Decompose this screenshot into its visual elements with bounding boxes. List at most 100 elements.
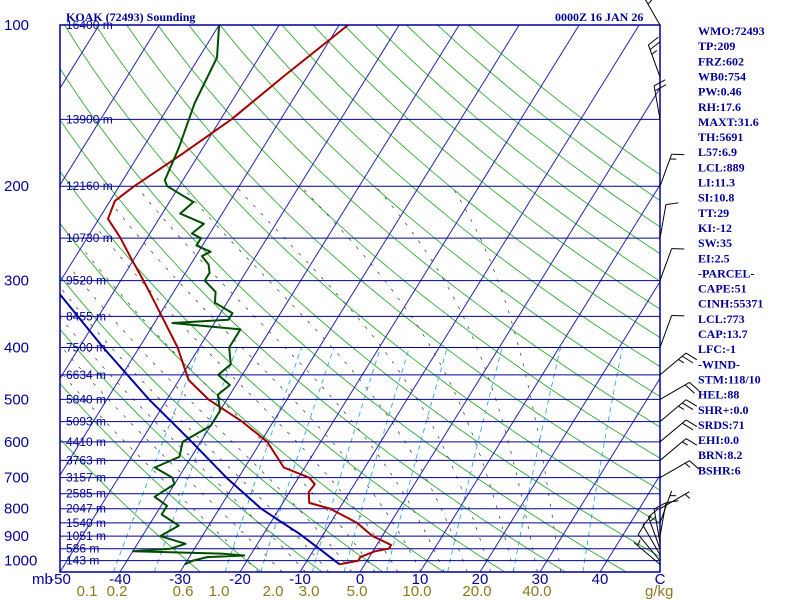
pressure-tick-label: 200 [4,178,29,195]
moist-adiabat [136,185,445,572]
wind-barbs [633,0,700,565]
wind-barb [647,508,661,549]
mixing-ratio-line [224,347,303,572]
index-entry: CINH:55371 [698,297,763,311]
isotherm [119,25,460,572]
temperature-tick-label: C [655,571,666,588]
index-entry: EI:2.5 [698,251,730,265]
index-entry: TH:5691 [698,130,743,144]
height-label: 10730 m [66,231,113,245]
height-label: 5840 m [66,392,106,406]
dry-adiabat [60,328,323,572]
dry-adiabat [188,25,660,428]
isotherm [539,377,660,572]
index-entry: PW:0.46 [698,85,742,99]
dry-adiabat [60,222,445,572]
wind-barb [659,491,691,510]
isotherm [419,183,660,572]
isotherm [60,25,160,186]
wind-barb [653,79,667,120]
wind-barb [644,0,661,26]
dry-adiabat [95,25,660,524]
isotherm [0,25,39,572]
index-entry: SW:35 [698,236,732,250]
pressure-tick-label: 1000 [4,553,37,570]
station-title: KOAK (72493) Sounding [66,10,195,24]
pressure-axis-label: mb [32,571,53,588]
index-entry: -WIND- [698,357,740,371]
moist-adiabat [60,370,259,572]
dewpoint-profile-line [131,25,246,566]
index-entry: LFC:-1 [698,342,736,356]
dry-adiabat [312,25,660,310]
isotherm [60,25,220,283]
wind-barb [647,36,661,78]
mixing-ratio-line [447,347,503,572]
mixing-ratio-line [512,347,562,572]
sounding-time: 0000Z 16 JAN 26 [555,10,643,24]
mixing-ratio-tick-label: 2.0 [263,583,284,600]
wind-barb [633,539,661,565]
pressure-tick-label: 300 [4,273,29,290]
index-entry: L57:6.9 [698,145,737,159]
wind-barb [653,502,666,543]
plot-border [59,24,661,573]
pressure-tick-label: 500 [4,391,29,408]
moist-adiabat [70,268,353,572]
index-entry: EHI:0.0 [698,433,739,447]
wind-barb [659,500,679,537]
parcel-profile-line [60,292,341,566]
mixing-ratio-tick-label: 40.0 [522,583,551,600]
index-entry: BRN:8.2 [698,448,742,462]
isotherm [60,25,280,380]
height-label: 5093 m [66,415,106,429]
mixing-ratio-line [343,347,410,572]
pressure-tick-label: 100 [4,17,29,34]
isotherm [299,25,640,572]
mixing-ratio-tick-label: 0.2 [107,583,128,600]
index-entry: HEL:88 [698,388,739,402]
height-label: 1051 m [66,529,106,543]
temperature-tick-label: 30 [532,571,549,588]
dry-adiabat [64,25,660,558]
height-label: 6634 m [66,368,106,382]
height-label: 7500 m [66,340,106,354]
dry-adiabat [60,67,627,572]
dry-adiabat [250,25,660,368]
index-entry: LCL:773 [698,312,745,326]
wind-barb [659,352,698,376]
isotherm [359,87,660,572]
height-label: 2585 m [66,487,106,501]
pressure-tick-label: 700 [4,470,29,487]
height-label: 586 m [66,542,99,556]
height-label: 13900 m [66,112,113,126]
height-label: 12160 m [66,179,113,193]
index-entry: -PARCEL- [698,266,754,280]
height-label: 3157 m [66,471,106,485]
dry-adiabat [281,25,660,339]
index-entry: RH:17.6 [698,100,741,114]
isotherm [479,280,660,572]
dry-adiabat [60,438,201,572]
index-entry: SI:10.8 [698,191,734,205]
pressure-tick-label: 900 [4,528,29,545]
mixing-ratio-line [153,347,238,572]
index-entry: SRDS:71 [698,418,745,432]
mixing-ratio-tick-label: 0.1 [77,583,98,600]
dry-adiabat [157,25,660,459]
mixing-ratio-line [260,347,335,572]
wind-barb [659,315,685,348]
dry-adiabat [343,25,660,282]
isotherm [60,25,400,572]
height-label: 2047 m [66,502,106,516]
wind-barb [659,381,700,400]
dry-adiabat [60,382,262,572]
moist-adiabat [300,185,515,572]
mixing-ratio-tick-label: 0.6 [173,583,194,600]
temperature-tick-label: 10 [412,571,429,588]
moist-adiabat [60,344,283,572]
height-label: 143 m [66,554,99,568]
index-entry: LCL:889 [698,160,745,174]
